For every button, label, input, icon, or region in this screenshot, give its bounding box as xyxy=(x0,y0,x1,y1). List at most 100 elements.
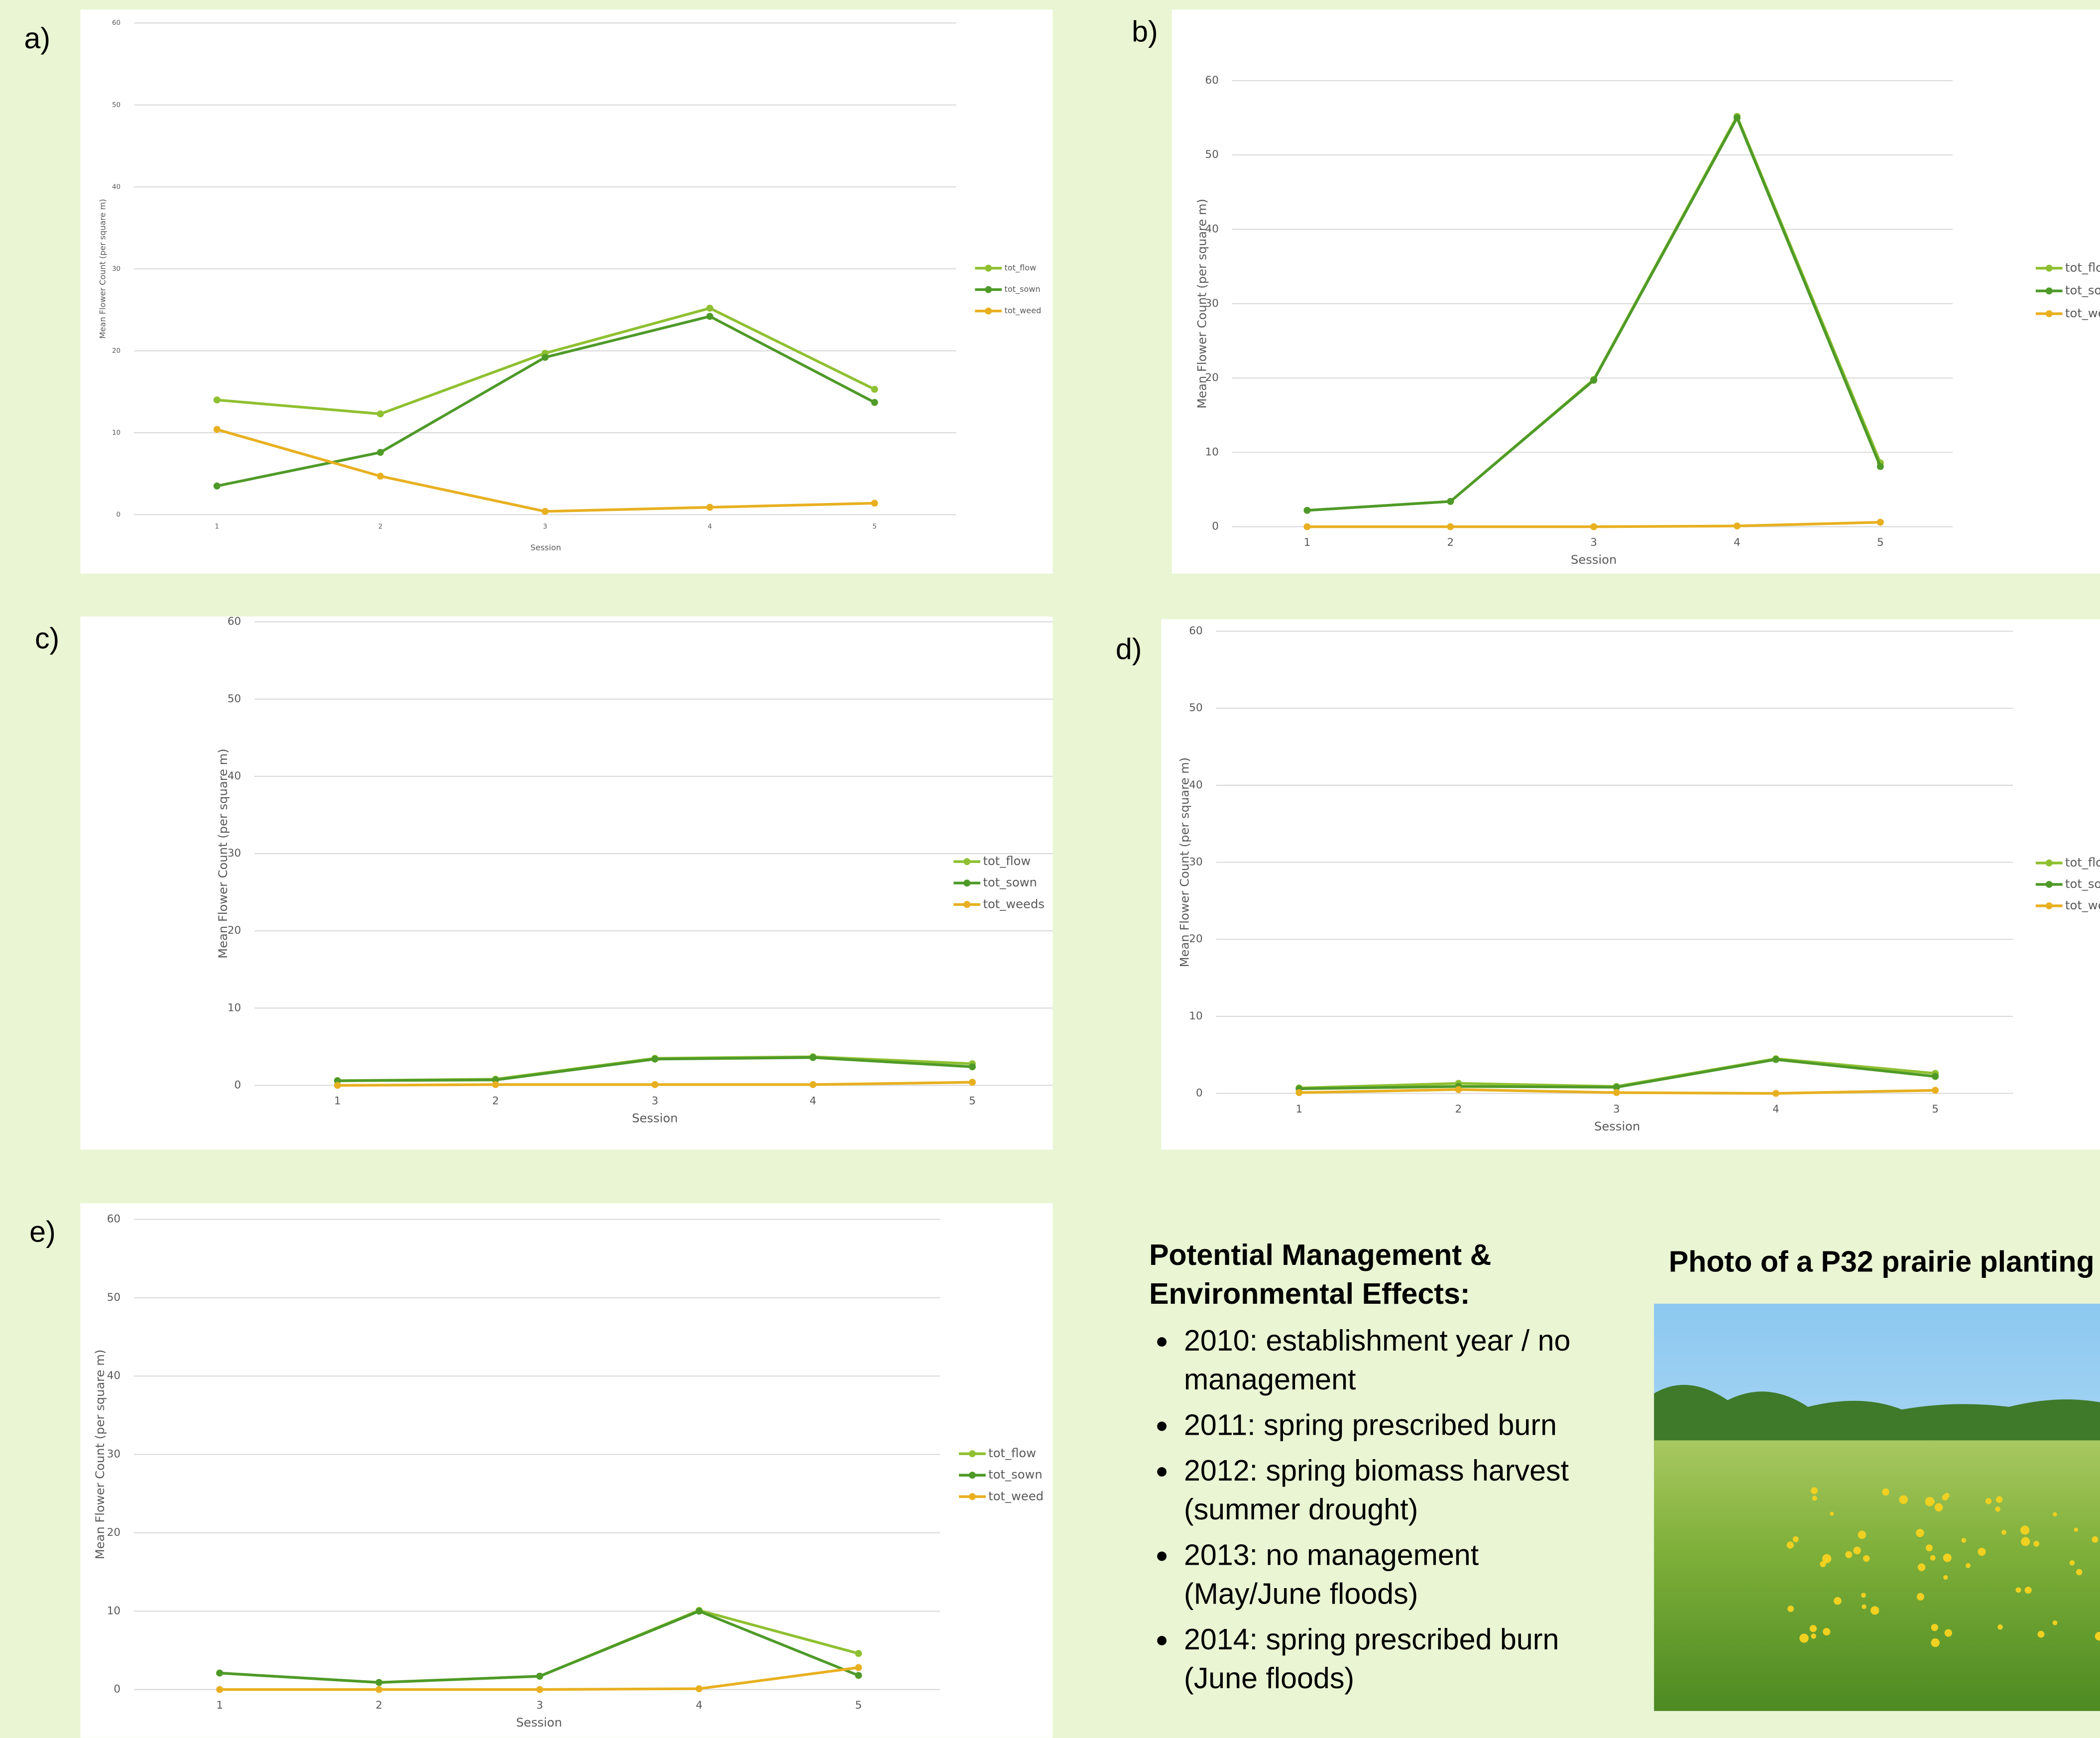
y-tick-label: 30 xyxy=(112,265,120,273)
point xyxy=(968,1079,976,1086)
note-item: 2012: spring biomass harvest (summer dro… xyxy=(1184,1451,1618,1529)
x-tick-label: 3 xyxy=(1613,1103,1620,1116)
x-tick-label: 5 xyxy=(969,1095,976,1108)
y-tick-label: 40 xyxy=(1205,223,1219,236)
x-tick-label: 5 xyxy=(855,1699,862,1712)
legend-dot xyxy=(2045,859,2053,867)
y-tick-label: 40 xyxy=(112,183,120,191)
x-tick-label: 2 xyxy=(492,1095,499,1108)
x-tick-label: 4 xyxy=(1772,1103,1779,1116)
legend-dot xyxy=(963,858,971,866)
y-tick-label: 0 xyxy=(1212,520,1219,533)
legend-label: tot_sown xyxy=(983,875,1037,889)
legend-dot xyxy=(2045,264,2053,272)
legend-label: tot_flow xyxy=(2065,856,2100,869)
point xyxy=(1734,114,1741,122)
y-tick-label: 10 xyxy=(1205,446,1219,458)
x-tick-label: 4 xyxy=(1734,536,1741,549)
legend-dot xyxy=(985,286,992,293)
y-tick-label: 10 xyxy=(112,429,120,437)
point xyxy=(871,399,878,406)
point xyxy=(1303,523,1311,530)
legend-label: tot_weeds xyxy=(983,897,1044,911)
y-tick-label: 10 xyxy=(1189,1010,1202,1022)
panel-label: c) xyxy=(35,621,59,655)
y-tick-label: 30 xyxy=(1205,297,1219,310)
x-axis-label: Session xyxy=(632,1112,678,1125)
point xyxy=(968,1063,976,1071)
point xyxy=(1734,522,1741,530)
panel-label: d) xyxy=(1116,632,1142,666)
x-tick-label: 1 xyxy=(1304,536,1311,549)
legend-label: tot_sown xyxy=(1005,284,1041,294)
legend-dot xyxy=(2045,310,2053,317)
y-axis-label: Mean Flower Count (per square m) xyxy=(1195,199,1209,409)
legend-dot xyxy=(985,307,992,315)
y-axis-label: Mean Flower Count (per square m) xyxy=(98,199,108,339)
point xyxy=(809,1081,817,1088)
x-axis-label: Session xyxy=(1594,1119,1640,1133)
y-tick-label: 10 xyxy=(228,1001,241,1014)
note-item: 2013: no management (May/June floods) xyxy=(1184,1535,1618,1613)
point xyxy=(1590,523,1598,530)
y-tick-label: 0 xyxy=(114,1683,120,1696)
point xyxy=(696,1608,703,1615)
notes: Potential Management & Environmental Eff… xyxy=(1149,1236,1618,1698)
y-tick-label: 60 xyxy=(112,19,120,27)
point xyxy=(1447,497,1454,505)
x-tick-label: 2 xyxy=(1455,1103,1462,1116)
point xyxy=(216,1669,224,1677)
y-tick-label: 60 xyxy=(1189,625,1202,637)
point xyxy=(1613,1089,1620,1097)
x-tick-label: 1 xyxy=(215,523,220,531)
notes-heading: Potential Management & Environmental Eff… xyxy=(1149,1238,1492,1311)
point xyxy=(375,1679,383,1686)
point xyxy=(651,1081,659,1088)
point xyxy=(541,354,549,361)
chart: 0 10 20 30 40 50 60 1 2 3 4 5 Session Mean Flower Cou… xyxy=(216,616,1053,1125)
note-item: 2010: establishment year / no management xyxy=(1184,1321,1618,1399)
y-tick-label: 0 xyxy=(1196,1087,1203,1100)
point xyxy=(213,426,221,433)
legend-label: tot_sown xyxy=(2065,283,2100,297)
y-tick-label: 50 xyxy=(1189,702,1202,714)
x-tick-label: 4 xyxy=(707,523,712,531)
point xyxy=(1876,463,1884,470)
x-tick-label: 4 xyxy=(810,1095,817,1108)
y-tick-label: 60 xyxy=(228,616,241,628)
y-tick-label: 10 xyxy=(107,1605,120,1617)
x-tick-label: 2 xyxy=(375,1699,382,1712)
x-tick-label: 3 xyxy=(543,523,548,531)
photo xyxy=(1654,1303,2100,1711)
x-tick-label: 3 xyxy=(536,1699,543,1712)
x-tick-label: 3 xyxy=(1590,536,1597,549)
legend-label: tot_sown xyxy=(2065,877,2100,891)
x-axis-label: Session xyxy=(516,1716,562,1730)
x-tick-label: 5 xyxy=(1877,536,1884,549)
y-tick-label: 60 xyxy=(1205,74,1219,87)
note-item: 2014: spring prescribed burn (June flood… xyxy=(1184,1620,1618,1698)
chart-panel xyxy=(80,9,1053,574)
point xyxy=(1772,1090,1780,1097)
point xyxy=(1772,1056,1780,1063)
point xyxy=(855,1650,862,1657)
point xyxy=(536,1686,544,1693)
y-tick-label: 50 xyxy=(1205,148,1219,161)
legend-label: tot_weed xyxy=(2065,306,2100,320)
panel-label: b) xyxy=(1132,14,1158,48)
point xyxy=(1455,1086,1462,1093)
x-tick-label: 5 xyxy=(1932,1103,1939,1116)
point xyxy=(492,1081,499,1088)
legend-dot xyxy=(2045,902,2053,909)
y-tick-label: 0 xyxy=(117,511,121,518)
panel-label: e) xyxy=(29,1215,56,1248)
point xyxy=(376,473,384,480)
y-tick-label: 40 xyxy=(1189,779,1202,791)
photo-title: Photo of a P32 prairie planting xyxy=(1669,1244,2095,1278)
note-item: 2011: spring prescribed burn xyxy=(1184,1405,1618,1444)
legend-dot xyxy=(968,1472,976,1479)
y-tick-label: 30 xyxy=(228,847,241,860)
legend-label: tot_flow xyxy=(983,854,1031,868)
point xyxy=(855,1672,862,1679)
y-axis-label: Mean Flower Count (per square m) xyxy=(216,748,230,959)
